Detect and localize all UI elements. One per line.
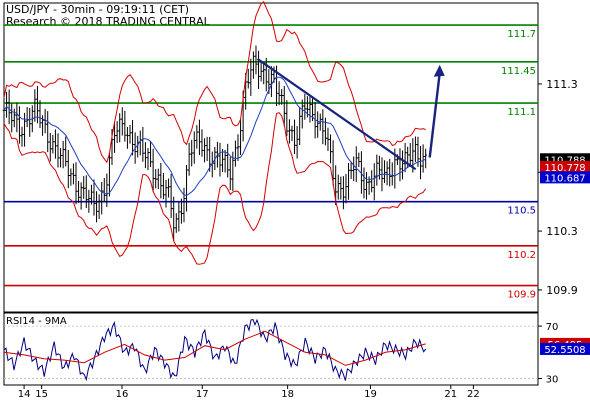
- price-tag-bg-2: [540, 171, 590, 184]
- level-label-0: 111.7: [507, 29, 536, 40]
- rsi-tick-0: 70: [546, 322, 559, 333]
- chart-title: USD/JPY - 30min - 09:19:11 (CET): [6, 3, 189, 16]
- x-tick-0: 14: [18, 389, 31, 400]
- x-tick-6: 21: [444, 389, 457, 400]
- bollinger-lower: [3, 112, 427, 265]
- x-tick-1: 15: [35, 389, 48, 400]
- rsi-tag-1: 52.5508: [544, 345, 585, 356]
- price-tag-2: 110.687: [544, 173, 585, 184]
- level-label-2: 111.1: [507, 107, 536, 118]
- rsi-tag-bg-1: [540, 342, 590, 355]
- level-label-5: 109.9: [507, 290, 536, 301]
- x-tick-3: 17: [196, 389, 209, 400]
- trendline: [256, 58, 417, 171]
- x-tick-4: 18: [281, 389, 294, 400]
- forecast-arrow-head: [433, 64, 445, 77]
- rsi-series-1: [3, 330, 426, 366]
- level-label-3: 110.5: [507, 206, 536, 217]
- level-label-1: 111.45: [501, 66, 536, 77]
- chart-subtitle: Research © 2018 TRADING CENTRAL: [6, 15, 211, 28]
- bollinger-upper: [3, 1, 426, 164]
- moving-average: [3, 76, 426, 197]
- x-tick-5: 19: [364, 389, 377, 400]
- forecast-arrow-shaft: [428, 72, 441, 158]
- rsi-tick-1: 30: [546, 374, 559, 385]
- x-tick-7: 22: [467, 389, 480, 400]
- price-tag-0: 110.788: [544, 155, 585, 166]
- level-label-4: 110.2: [507, 250, 536, 261]
- y-tick-1: 110.3: [546, 225, 578, 238]
- rsi-title: RSI14 - 9MA: [6, 316, 67, 327]
- y-tick-3: 111.3: [546, 78, 578, 91]
- rsi-panel: [3, 312, 539, 386]
- price-tag-bg-1: [540, 161, 590, 174]
- y-tick-0: 109.9: [546, 284, 578, 297]
- x-tick-2: 16: [116, 389, 129, 400]
- price-tag-1: 110.778: [544, 163, 585, 174]
- price-panel: [3, 2, 539, 313]
